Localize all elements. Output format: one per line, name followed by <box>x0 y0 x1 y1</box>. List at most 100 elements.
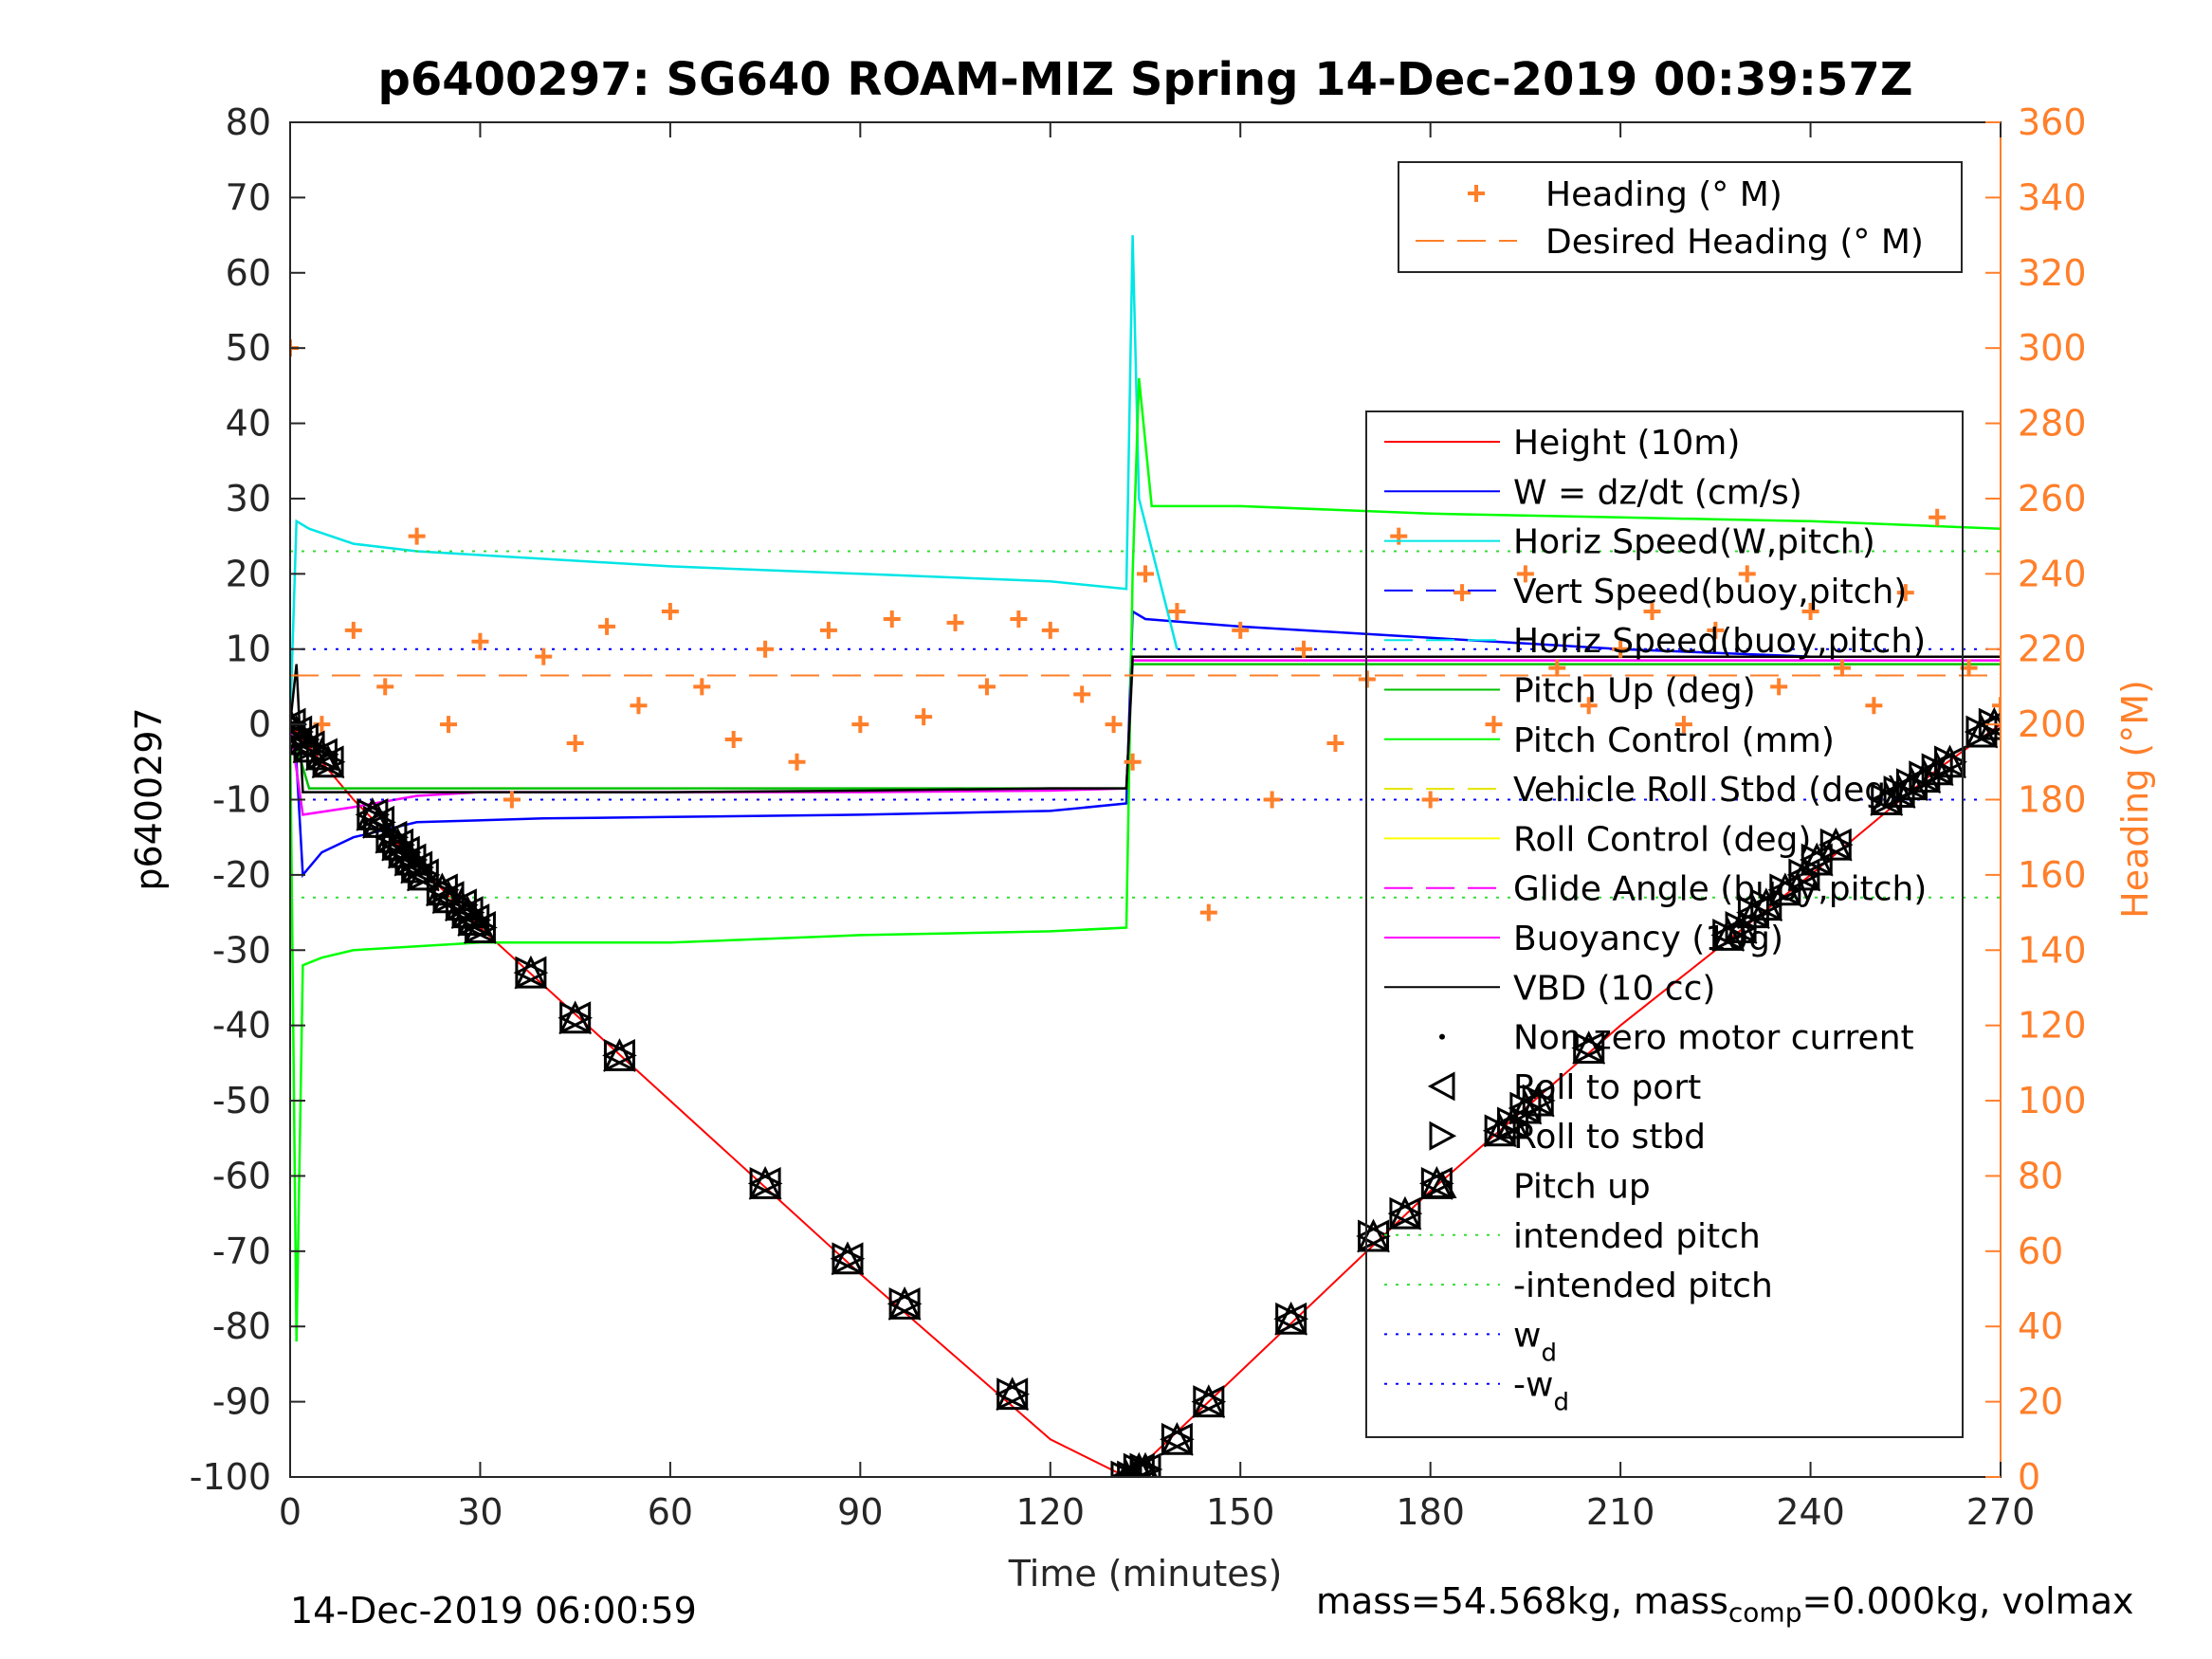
y-tick-label-right: 20 <box>2018 1381 2063 1423</box>
x-tick-label: 210 <box>1586 1491 1655 1533</box>
pitch-up-marker <box>1274 1301 1308 1335</box>
pitch-up-marker <box>1965 714 1999 748</box>
legend-label: Non-zero motor current <box>1513 1019 1914 1058</box>
roll-stbd-marker <box>1573 1031 1607 1065</box>
heading-point <box>440 716 458 734</box>
legend-label-sub: d <box>1541 1339 1557 1367</box>
pitch-up-marker <box>558 1000 593 1034</box>
y-tick-label-left: 0 <box>248 703 271 745</box>
heading-point <box>1295 640 1313 658</box>
roll-stbd-marker <box>363 805 396 839</box>
heading-point <box>1612 640 1630 658</box>
pitch-up-marker <box>1192 1384 1226 1418</box>
pitch-up-marker <box>464 910 497 943</box>
pitch-up-marker <box>1521 1083 1555 1117</box>
roll-stbd-marker <box>1522 1084 1556 1118</box>
x-axis-label: Time (minutes) <box>1008 1553 1283 1595</box>
pitch-up-marker <box>1908 759 1942 793</box>
heading-point <box>471 632 489 650</box>
footer-mass-text: mass=54.568kg, mass <box>1316 1580 1728 1622</box>
legend-swatch <box>1427 1071 1455 1102</box>
legend-label: Pitch Control (mm) <box>1513 721 1835 760</box>
heading-point <box>1548 659 1566 677</box>
legend-swatch <box>1439 1033 1445 1040</box>
heading-point <box>1137 565 1154 583</box>
y-tick-label-left: -90 <box>212 1381 271 1423</box>
pitch-up-marker <box>1870 782 1904 815</box>
y-tick-label-left: -20 <box>212 854 271 896</box>
legend-label: Roll Control (deg) <box>1513 820 1811 859</box>
roll-stbd-marker <box>407 858 441 892</box>
pitch-up-marker <box>603 1038 636 1071</box>
heading-point <box>915 708 933 726</box>
heading-point <box>1232 621 1250 639</box>
pitch-up-marker <box>1388 1195 1422 1230</box>
y-tick-label-left: -50 <box>212 1080 271 1121</box>
heading-point <box>661 603 679 621</box>
roll-stbd-marker <box>749 1166 783 1200</box>
heading-point <box>566 734 584 752</box>
y-tick-label-right: 320 <box>2018 252 2087 294</box>
y-tick-label-right: 240 <box>2018 553 2087 594</box>
pitch-up-marker <box>1736 895 1770 929</box>
y-tick-label-right: 0 <box>2018 1456 2040 1498</box>
heading-legend: Heading (° M) Desired Heading (° M) <box>1398 161 1963 273</box>
heading-point <box>1992 697 2001 715</box>
roll-stbd-marker <box>1978 707 2001 741</box>
roll-stbd-marker <box>1750 888 1784 922</box>
x-tick-label: 150 <box>1206 1491 1275 1533</box>
y-tick-label-right: 340 <box>2018 176 2087 218</box>
y-tick-label-left: -30 <box>212 929 271 971</box>
heading-layer <box>290 339 2001 921</box>
heading-point <box>1485 716 1503 734</box>
legend-label: Vert Speed(buoy,pitch) <box>1513 573 1907 611</box>
y-tick-label-right: 80 <box>2018 1155 2063 1196</box>
series-line-pitch-control-mm <box>290 377 2001 1342</box>
roll-stbd-marker <box>515 956 549 990</box>
y-tick-label-left: -60 <box>212 1155 271 1196</box>
heading-point <box>1168 603 1186 621</box>
legend-label: Vehicle Roll Stbd (deg) <box>1513 771 1899 810</box>
y-tick-label-right: 360 <box>2018 101 2087 143</box>
roll-stbd-marker <box>559 1001 594 1035</box>
pitch-up-marker <box>1508 1090 1543 1124</box>
y-tick-label-left: -80 <box>212 1305 271 1347</box>
x-tick-label: 240 <box>1776 1491 1845 1533</box>
legend-label: W = dz/dt (cm/s) <box>1513 473 1802 512</box>
legend-label: Roll to stbd <box>1513 1118 1706 1157</box>
roll-stbd-marker <box>1769 873 1803 907</box>
y-tick-label-right: 120 <box>2018 1005 2087 1047</box>
heading-point <box>1801 603 1819 621</box>
heading-point <box>1124 753 1142 771</box>
pitch-up-marker <box>887 1286 922 1320</box>
heading-point <box>630 697 648 715</box>
footer-mass-sub: comp <box>1728 1596 1802 1629</box>
heading-point <box>883 610 901 628</box>
heading-point <box>1326 734 1344 752</box>
legend-swatch <box>1429 1121 1457 1151</box>
pitch-up-marker <box>1819 827 1853 861</box>
roll-stbd-marker <box>312 745 346 779</box>
y-tick-label-left: -10 <box>212 779 271 821</box>
roll-stbd-marker <box>1801 843 1835 877</box>
y-tick-label-left: 30 <box>226 478 271 520</box>
y-axis-label-left: p6400297 <box>128 707 170 890</box>
heading-point <box>1674 716 1692 734</box>
x-tick-label: 0 <box>279 1491 302 1533</box>
roll-stbd-marker <box>888 1286 923 1321</box>
roll-stbd-marker <box>1161 1422 1195 1456</box>
pitch-up-marker <box>406 857 440 891</box>
pitch-up-marker <box>748 1166 782 1199</box>
heading-point <box>1199 903 1217 921</box>
heading-point <box>946 613 964 631</box>
series-line-vbd-10-cc <box>290 655 2001 793</box>
y-tick-label-left: 50 <box>226 327 271 369</box>
pitch-up-marker <box>1920 752 1954 786</box>
y-tick-label-right: 300 <box>2018 327 2087 369</box>
heading-point <box>598 617 616 635</box>
heading-point <box>978 678 996 696</box>
heading-point <box>1516 565 1534 583</box>
series-line-horiz-speed-w-pitch <box>290 235 1179 725</box>
pitch-up-marker <box>431 880 466 914</box>
